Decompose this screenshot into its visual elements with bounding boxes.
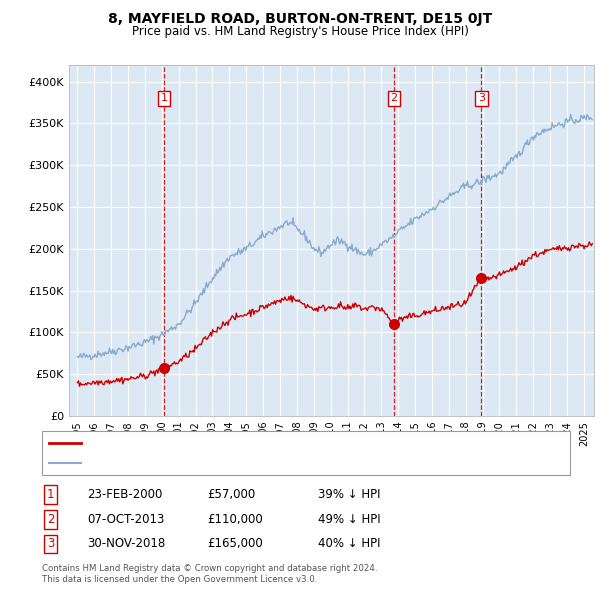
Text: 8, MAYFIELD ROAD, BURTON-ON-TRENT, DE15 0JT (detached house): 8, MAYFIELD ROAD, BURTON-ON-TRENT, DE15 … [86,438,438,448]
Text: 3: 3 [478,93,485,103]
Text: HPI: Average price, detached house, East Staffordshire: HPI: Average price, detached house, East… [86,458,372,467]
Text: 8, MAYFIELD ROAD, BURTON-ON-TRENT, DE15 0JT: 8, MAYFIELD ROAD, BURTON-ON-TRENT, DE15 … [108,12,492,26]
Text: 2: 2 [391,93,398,103]
Text: £110,000: £110,000 [207,513,263,526]
Text: 07-OCT-2013: 07-OCT-2013 [87,513,164,526]
Text: Price paid vs. HM Land Registry's House Price Index (HPI): Price paid vs. HM Land Registry's House … [131,25,469,38]
Text: £57,000: £57,000 [207,488,255,501]
Text: Contains HM Land Registry data © Crown copyright and database right 2024.: Contains HM Land Registry data © Crown c… [42,565,377,573]
Text: 23-FEB-2000: 23-FEB-2000 [87,488,163,501]
Text: 39% ↓ HPI: 39% ↓ HPI [318,488,380,501]
Text: 2: 2 [47,513,54,526]
Text: 3: 3 [47,537,54,550]
Text: 40% ↓ HPI: 40% ↓ HPI [318,537,380,550]
Text: This data is licensed under the Open Government Licence v3.0.: This data is licensed under the Open Gov… [42,575,317,584]
Text: 1: 1 [161,93,168,103]
Text: £165,000: £165,000 [207,537,263,550]
Text: 30-NOV-2018: 30-NOV-2018 [87,537,165,550]
Text: 1: 1 [47,488,54,501]
Text: 49% ↓ HPI: 49% ↓ HPI [318,513,380,526]
